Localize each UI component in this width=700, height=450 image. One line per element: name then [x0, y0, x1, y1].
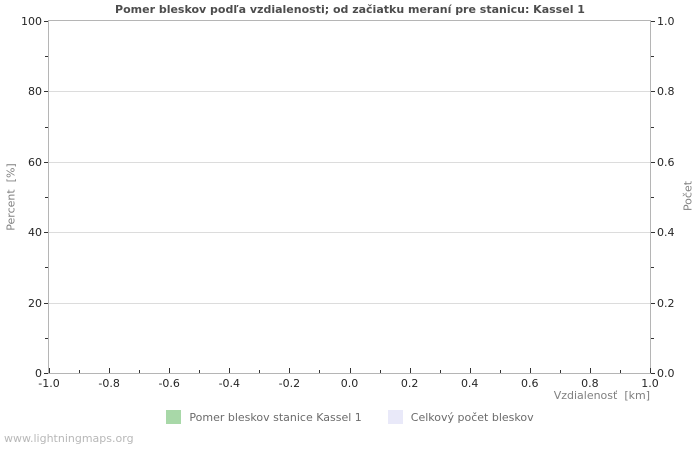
- legend-label-total-count: Celkový počet bleskov: [410, 410, 534, 424]
- legend: Pomer bleskov stanice Kassel 1 Celkový p…: [0, 408, 700, 426]
- x-tick-label: 0.0: [340, 377, 359, 390]
- watermark: www.lightningmaps.org: [4, 432, 134, 445]
- y-left-major-tick: [44, 161, 48, 163]
- x-major-tick: [49, 368, 50, 373]
- y-right-minor-tick: [651, 197, 654, 198]
- x-major-tick: [229, 368, 231, 373]
- y-axis-label-right: Počet: [681, 180, 695, 212]
- y-right-major-tick: [651, 373, 655, 374]
- y-left-tick-label: 100: [21, 15, 42, 28]
- y-left-minor-tick: [45, 337, 48, 339]
- y-left-minor-tick: [45, 267, 48, 269]
- x-major-tick: [409, 368, 411, 373]
- y-right-major-tick: [651, 302, 655, 304]
- y-left-tick-label: 80: [28, 85, 42, 99]
- x-minor-tick: [499, 370, 501, 373]
- gridline: [49, 302, 650, 304]
- x-major-tick: [169, 368, 171, 373]
- y-axis-label-left: Percent [%]: [4, 163, 18, 231]
- y-right-major-tick: [651, 21, 655, 22]
- y-left-minor-tick: [45, 56, 48, 58]
- y-left-major-tick: [44, 232, 48, 234]
- gridline: [49, 91, 650, 93]
- y-right-minor-tick: [651, 56, 654, 58]
- y-left-tick-label: 40: [28, 226, 42, 240]
- x-major-tick: [650, 368, 651, 373]
- y-left-major-tick: [44, 302, 48, 304]
- x-major-tick: [469, 368, 471, 373]
- x-axis-label: Vzdialenosť [km]: [553, 389, 650, 402]
- legend-label-station-ratio: Pomer bleskov stanice Kassel 1: [189, 410, 362, 424]
- x-tick-label: 0.6: [521, 377, 539, 390]
- chart-title: Pomer bleskov podľa vzdialenosti; od zač…: [115, 3, 585, 16]
- y-right-minor-tick: [651, 126, 654, 128]
- x-tick-label: 0.4: [460, 377, 479, 390]
- y-left-major-tick: [44, 91, 48, 93]
- y-right-major-tick: [651, 232, 655, 234]
- y-right-major-tick: [651, 91, 655, 93]
- x-tick-label: 0.8: [581, 377, 599, 390]
- y-right-tick-label: 0.6: [657, 155, 675, 169]
- x-tick-label: -0.4: [218, 377, 241, 390]
- x-minor-tick: [559, 370, 561, 373]
- gridline: [49, 161, 650, 163]
- y-left-tick-label: 0: [35, 367, 42, 380]
- x-minor-tick: [619, 370, 621, 373]
- y-right-tick-label: 0.8: [657, 85, 675, 99]
- y-left-major-tick: [44, 373, 48, 374]
- x-minor-tick: [79, 370, 81, 373]
- x-minor-tick: [319, 370, 321, 373]
- x-tick-label: 0.2: [400, 377, 419, 390]
- legend-swatch-lavender: [387, 410, 403, 424]
- y-left-minor-tick: [45, 126, 48, 128]
- y-right-tick-label: 0.2: [657, 296, 675, 310]
- x-tick-label: 1.0: [641, 377, 659, 390]
- y-left-tick-label: 60: [28, 155, 42, 169]
- x-minor-tick: [259, 370, 261, 373]
- y-right-minor-tick: [651, 337, 654, 339]
- x-minor-tick: [139, 370, 141, 373]
- legend-swatch-green: [166, 410, 182, 424]
- y-left-major-tick: [44, 21, 48, 22]
- y-right-minor-tick: [651, 267, 654, 269]
- x-major-tick: [529, 368, 531, 373]
- legend-item-total-count: Celkový počet bleskov: [387, 410, 534, 424]
- x-tick-label: -0.8: [98, 377, 120, 390]
- x-tick-label: -1.0: [38, 377, 60, 390]
- gridline: [49, 232, 650, 234]
- x-minor-tick: [379, 370, 381, 373]
- legend-item-station-ratio: Pomer bleskov stanice Kassel 1: [166, 410, 362, 424]
- x-major-tick: [589, 368, 591, 373]
- x-minor-tick: [199, 370, 201, 373]
- y-right-tick-label: 1.0: [657, 15, 675, 28]
- x-major-tick: [289, 368, 291, 373]
- x-tick-label: -0.2: [278, 377, 301, 390]
- plot-area: [48, 20, 651, 374]
- x-major-tick: [109, 368, 111, 373]
- x-tick-label: -0.6: [158, 377, 180, 390]
- y-right-major-tick: [651, 161, 655, 163]
- y-right-tick-label: 0.0: [657, 367, 675, 380]
- y-right-tick-label: 0.4: [657, 226, 675, 240]
- x-minor-tick: [439, 370, 441, 373]
- x-major-tick: [349, 368, 351, 373]
- y-left-tick-label: 20: [28, 296, 42, 310]
- y-left-minor-tick: [45, 197, 48, 198]
